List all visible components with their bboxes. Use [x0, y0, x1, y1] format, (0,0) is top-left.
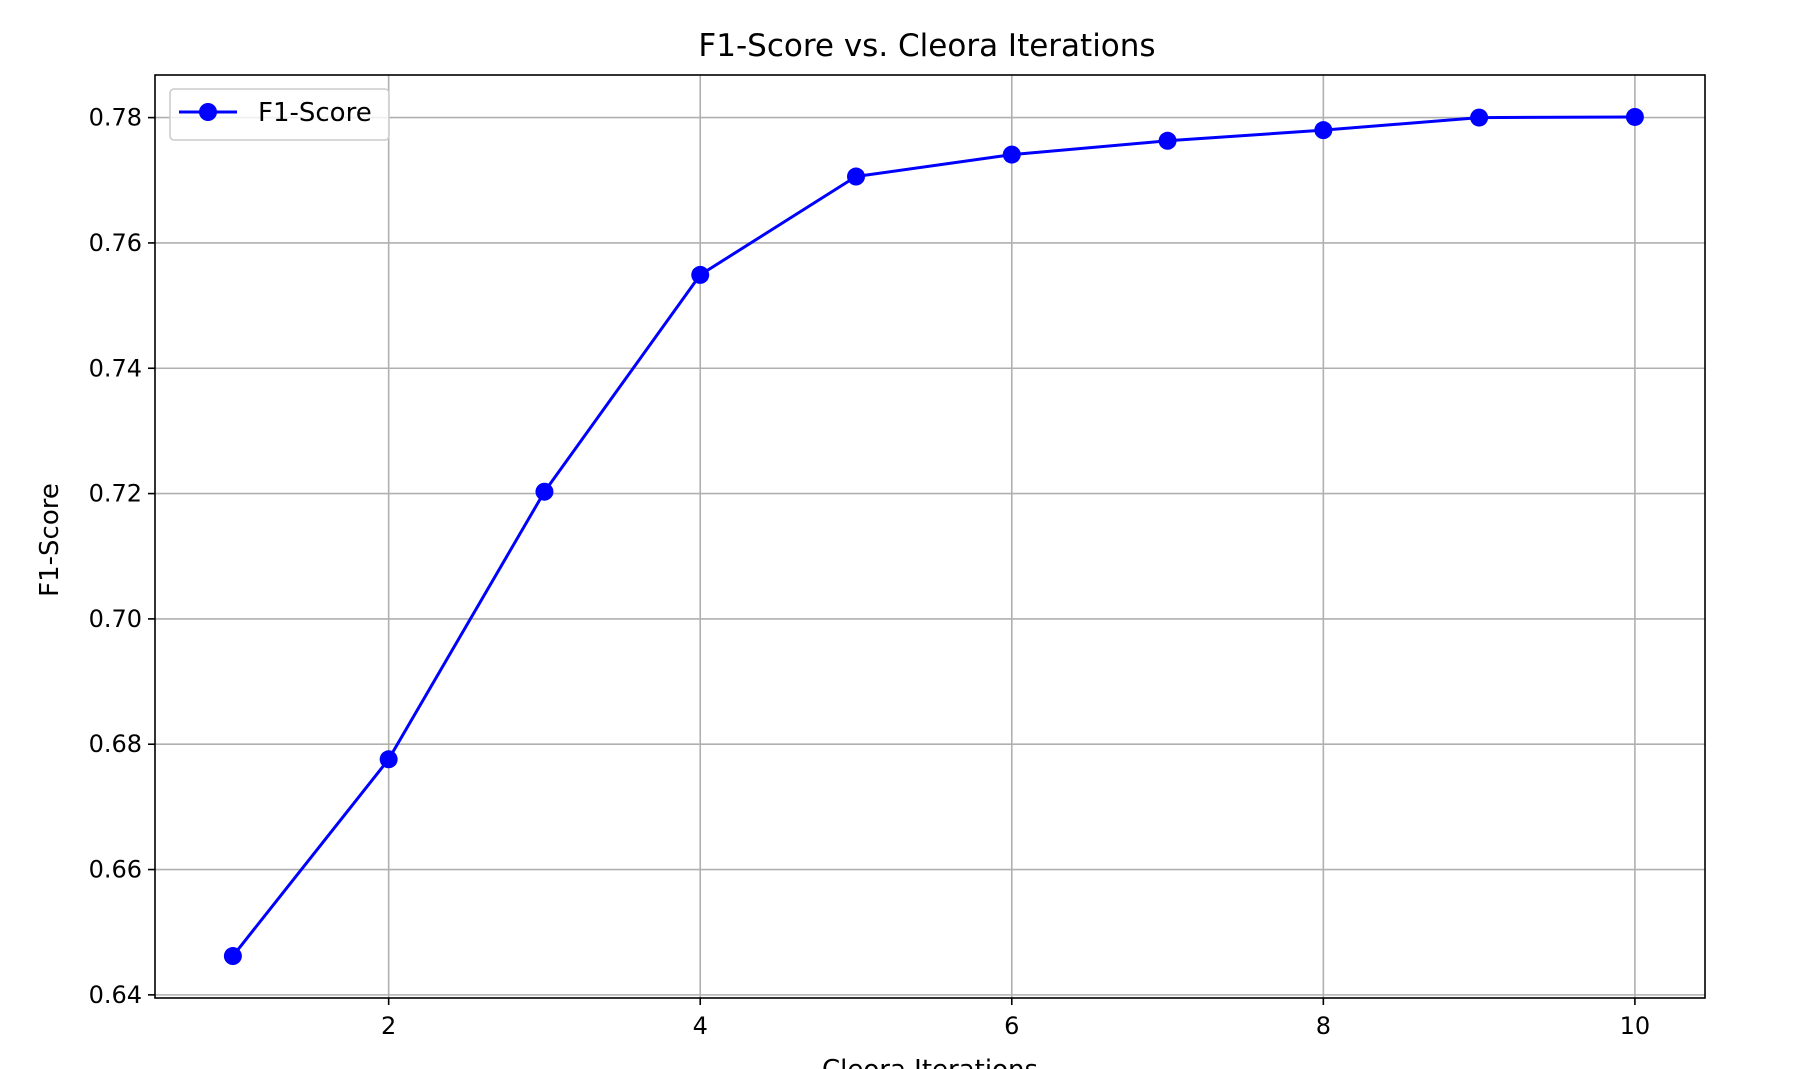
y-tick-label: 0.76	[89, 229, 142, 257]
y-axis-label: F1-Score	[35, 483, 65, 597]
grid	[155, 75, 1705, 998]
legend-label: F1-Score	[258, 98, 372, 128]
y-tick-label: 0.68	[89, 730, 142, 758]
x-tick-label: 10	[1620, 1012, 1651, 1040]
data-point	[1002, 145, 1021, 164]
data-point	[223, 947, 242, 966]
data-point	[1625, 107, 1644, 126]
data-point	[1314, 121, 1333, 140]
x-tick-label: 2	[381, 1012, 396, 1040]
data-point	[691, 265, 710, 284]
series-line	[231, 115, 1635, 957]
data-point	[1470, 108, 1489, 127]
x-tick-label: 4	[693, 1012, 708, 1040]
x-axis-label: Cleora Iterations	[822, 1055, 1038, 1069]
x-tick-label: 8	[1316, 1012, 1331, 1040]
legend: F1-Score	[169, 88, 390, 141]
chart-title: F1-Score vs. Cleora Iterations	[698, 28, 1155, 64]
data-point	[535, 482, 554, 501]
data-point	[847, 167, 866, 186]
axis-ticks: 2 4 6 8 10 0.64 0.66 0.68 0.70 0.72 0.74 0.76 0.78	[89, 104, 1651, 1040]
y-tick-label: 0.78	[89, 104, 142, 132]
x-tick-label: 6	[1004, 1012, 1019, 1040]
y-tick-label: 0.64	[89, 981, 142, 1009]
data-point	[379, 750, 398, 769]
legend-box	[169, 88, 390, 141]
series-layer	[223, 107, 1644, 966]
legend-marker-swatch	[199, 103, 217, 121]
y-tick-label: 0.72	[89, 480, 142, 508]
y-tick-label: 0.70	[89, 605, 142, 633]
plot-area-frame	[154, 74, 1706, 999]
data-point	[1158, 131, 1177, 150]
y-tick-label: 0.66	[89, 856, 142, 884]
y-tick-label: 0.74	[89, 354, 142, 382]
